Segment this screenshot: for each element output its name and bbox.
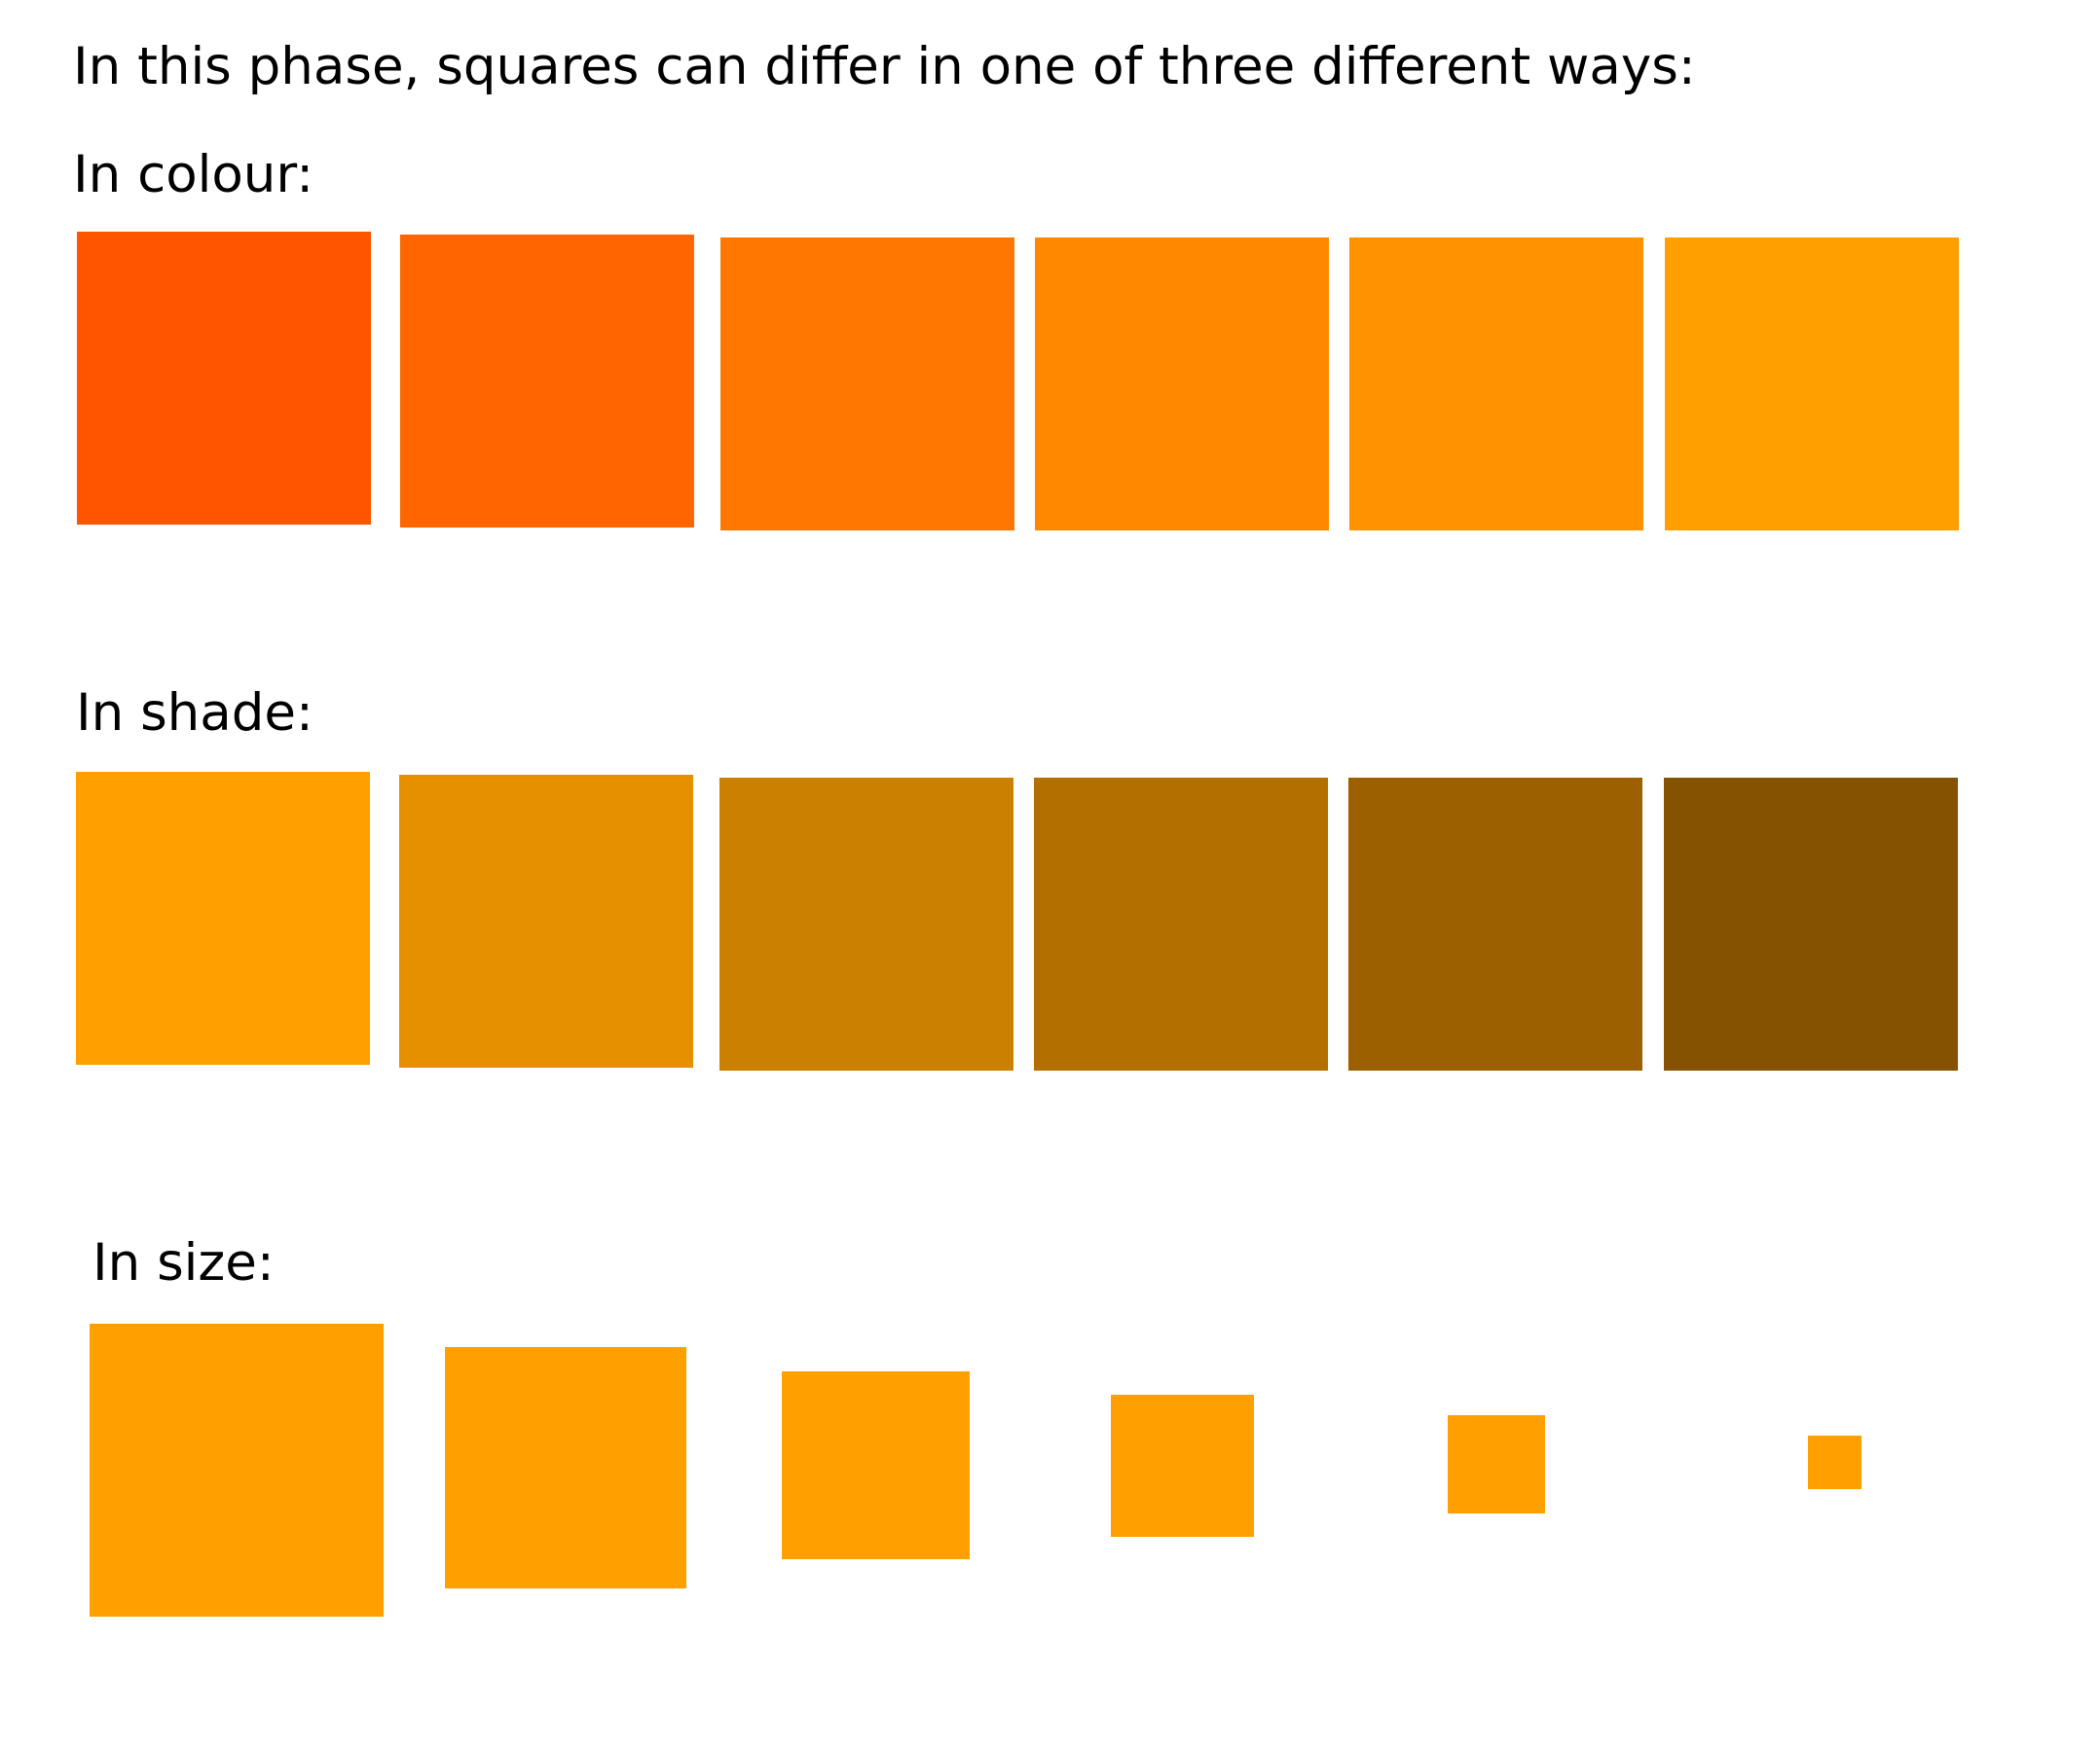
shade-section-label: In shade: <box>76 683 313 743</box>
colour-square <box>1349 237 1643 530</box>
shade-square <box>719 778 1013 1071</box>
size-square <box>90 1324 384 1617</box>
size-square <box>782 1371 970 1559</box>
colour-square <box>1035 237 1329 530</box>
size-section-label: In size: <box>92 1233 275 1293</box>
shade-square <box>1664 778 1958 1071</box>
colour-square <box>1665 237 1959 530</box>
colour-square <box>400 235 694 528</box>
shade-square <box>1348 778 1642 1071</box>
shade-square <box>1034 778 1328 1071</box>
size-square <box>1111 1395 1254 1537</box>
intro-text: In this phase, squares can differ in one… <box>73 37 1696 96</box>
size-square <box>1448 1415 1545 1513</box>
size-square <box>445 1347 686 1588</box>
colour-square <box>720 237 1014 530</box>
shade-square <box>399 775 693 1068</box>
shade-square <box>76 772 370 1065</box>
colour-section-label: In colour: <box>73 145 314 204</box>
size-square <box>1808 1436 1861 1489</box>
colour-square <box>77 232 371 525</box>
